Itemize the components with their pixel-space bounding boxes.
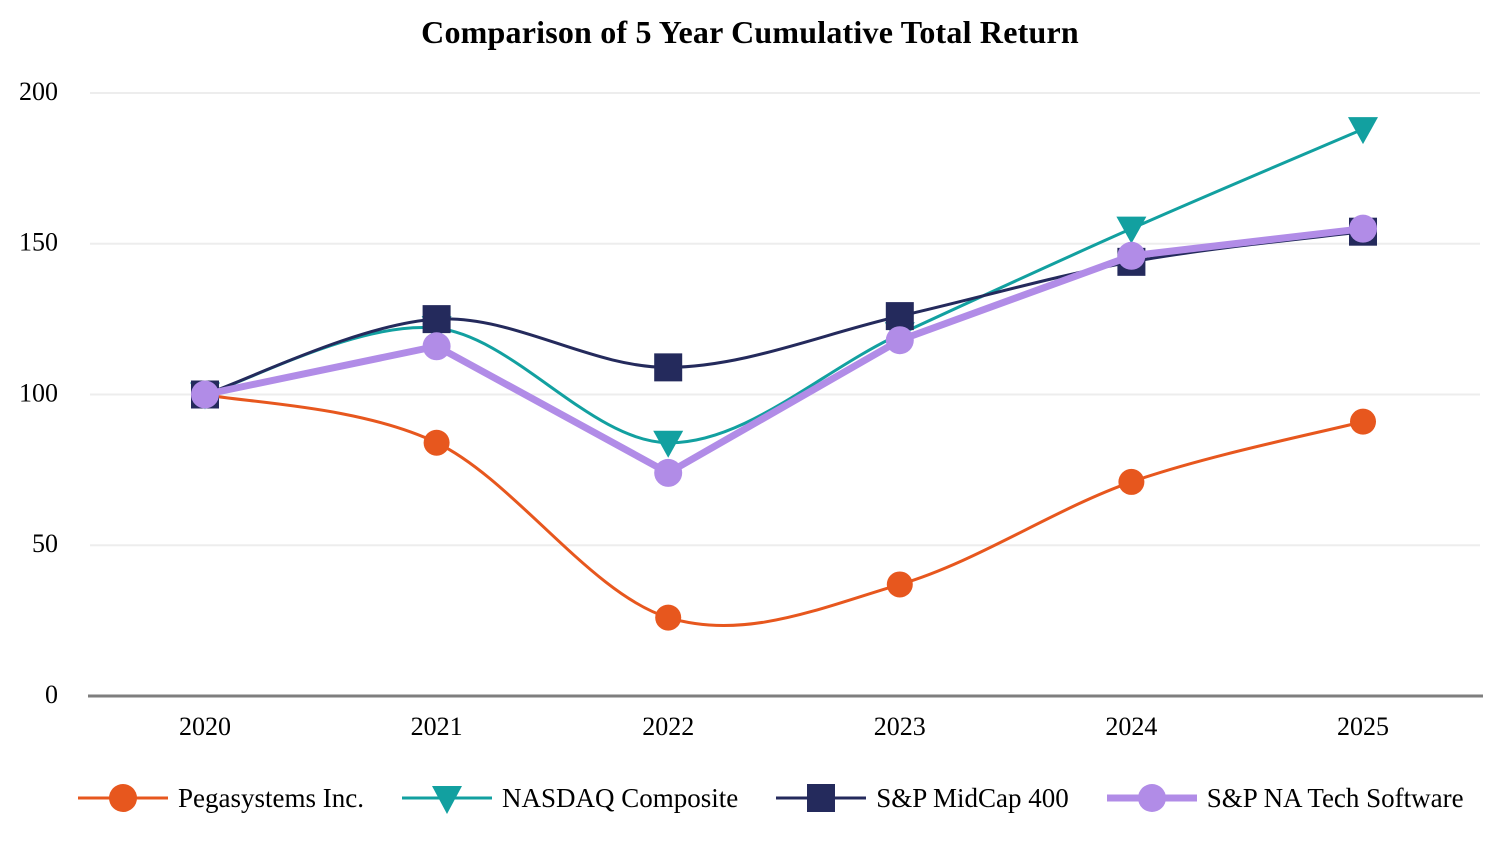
series-marker-s-p-na-tech-software xyxy=(1349,214,1377,243)
legend-label-s-p-na-tech-software: S&P NA Tech Software xyxy=(1206,782,1464,813)
series-marker-nasdaq-composite xyxy=(1116,216,1147,244)
legend-item-s-p-midcap-400: S&P MidCap 400 xyxy=(776,775,1069,821)
s-p-na-tech-software-legend-marker-icon xyxy=(1106,784,1197,812)
series-marker-s-p-na-tech-software xyxy=(1117,241,1146,270)
series-marker-pegasystems-inc xyxy=(1350,408,1376,435)
legend-item-nasdaq-composite: NASDAQ Composite xyxy=(401,775,739,821)
series-marker-s-p-na-tech-software xyxy=(654,458,683,487)
series-line-pegasystems-inc xyxy=(203,393,1365,628)
legend-label-s-p-midcap-400: S&P MidCap 400 xyxy=(876,782,1069,813)
x-tick-label: 2024 xyxy=(1105,712,1157,741)
series-marker-pegasystems-inc xyxy=(1118,468,1145,495)
series-marker-pegasystems-inc xyxy=(423,429,450,456)
series-marker-s-p-midcap-400 xyxy=(654,353,683,382)
legend-label-pegasystems-inc: Pegasystems Inc. xyxy=(178,782,364,813)
series-line-s-p-na-tech-software xyxy=(201,225,1367,477)
y-tick-label: 0 xyxy=(45,680,58,709)
series-marker-s-p-na-tech-software xyxy=(191,380,219,409)
x-tick-label: 2025 xyxy=(1337,712,1389,741)
legend-label-nasdaq-composite: NASDAQ Composite xyxy=(501,782,739,813)
legend-item-s-p-na-tech-software: S&P NA Tech Software xyxy=(1106,775,1464,821)
y-tick-label: 150 xyxy=(19,228,58,257)
s-p-midcap-400-legend-marker-icon xyxy=(776,784,867,812)
series-marker-pegasystems-inc xyxy=(655,604,682,631)
series-marker-nasdaq-composite xyxy=(653,430,684,458)
y-tick-label: 200 xyxy=(19,77,58,106)
nasdaq-composite-legend-marker-icon xyxy=(401,786,492,814)
series-marker-nasdaq-composite xyxy=(1348,117,1378,145)
series-line-nasdaq-composite xyxy=(203,127,1365,445)
series-marker-pegasystems-inc xyxy=(886,571,913,598)
series-marker-s-p-midcap-400 xyxy=(885,302,914,331)
series-marker-s-p-midcap-400 xyxy=(422,305,451,334)
plot-area: 0 50 100 150 200 2020 2021 2022 2023 2024 2025 xyxy=(19,77,1483,741)
series-marker-s-p-na-tech-software xyxy=(885,326,914,355)
y-tick-label: 100 xyxy=(19,378,58,407)
legend: Pegasystems Inc. NASDAQ Composite S&P MidC… xyxy=(78,772,1490,824)
chart-title: Comparison of 5 Year Cumulative Total Re… xyxy=(421,14,1079,50)
series-line-s-p-midcap-400 xyxy=(203,230,1365,396)
x-tick-label: 2022 xyxy=(642,712,694,741)
legend-item-pegasystems-inc: Pegasystems Inc. xyxy=(78,775,364,821)
x-tick-label: 2020 xyxy=(179,712,231,741)
pegasystems-inc-legend-marker-icon xyxy=(78,784,168,812)
x-tick-label: 2021 xyxy=(411,712,463,741)
y-tick-label: 50 xyxy=(32,529,58,558)
x-tick-label: 2023 xyxy=(874,712,926,741)
series-marker-s-p-na-tech-software xyxy=(422,332,451,361)
